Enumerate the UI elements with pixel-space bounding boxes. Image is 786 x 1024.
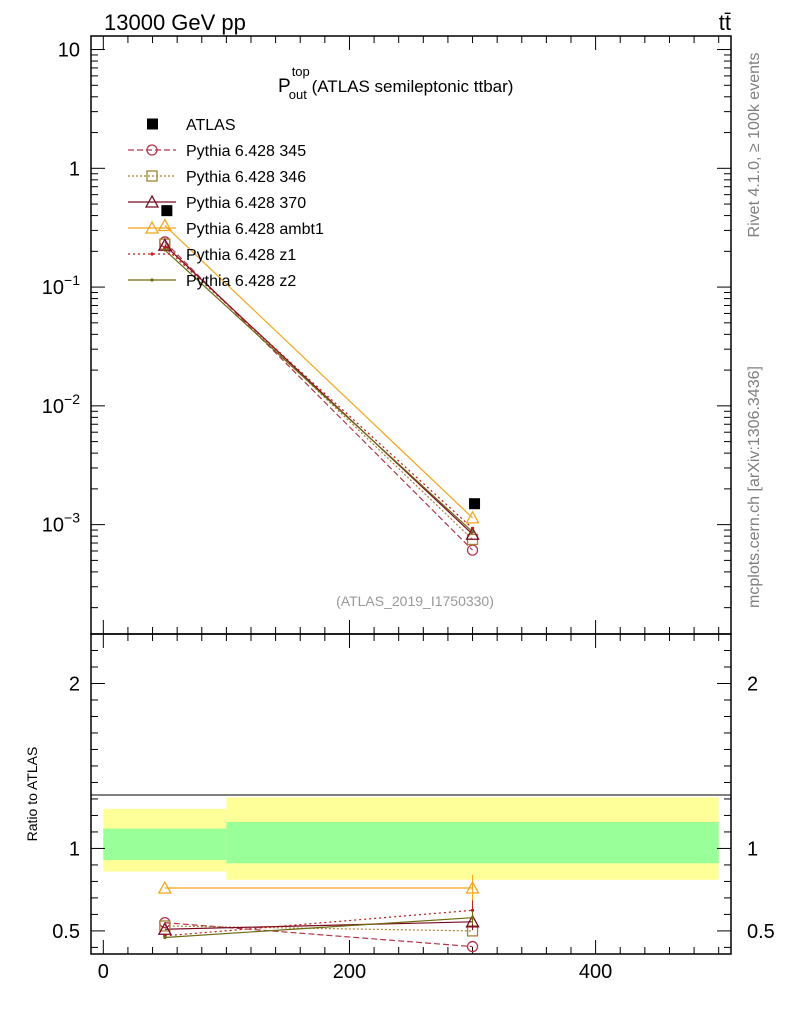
legend-label-pythia-6-428-370: Pythia 6.428 370 [186, 195, 306, 212]
y-tick-exponent: −2 [64, 391, 80, 407]
x-tick-label: 0 [98, 961, 109, 983]
ratio-y-label-left: 1 [69, 838, 80, 860]
legend-marker-pythia-6-428-z1 [150, 252, 154, 256]
main-line-pythia-6-428-346 [164, 243, 473, 540]
ratio-marker-pythia-6-428-345 [466, 940, 479, 953]
legend-marker-pythia-6-428-346 [146, 170, 158, 182]
ratio-line-pythia-6-428-z1 [164, 909, 473, 937]
legend-label-pythia-6-428-z1: Pythia 6.428 z1 [186, 247, 296, 264]
main-line-pythia-6-428-370 [164, 244, 473, 535]
ratio-marker-pythia-6-428-z2 [163, 935, 167, 940]
ratio-y-label-right: 1 [747, 838, 758, 860]
y-tick-base: 10 [42, 515, 64, 537]
main-marker-pythia-6-428-345 [466, 544, 479, 556]
legend-label-pythia-6-428-345: Pythia 6.428 345 [186, 143, 306, 160]
title-sup: top [292, 64, 310, 79]
y-tick-label: 1 [69, 158, 80, 180]
ratio-marker-pythia-6-428-z2 [470, 916, 475, 920]
ratio-marker-pythia-6-428-z1 [470, 908, 475, 912]
main-line-pythia-6-428-z2 [164, 249, 473, 533]
ratio-line-pythia-6-428-z2 [164, 917, 473, 939]
x-tick-label: 400 [579, 961, 612, 983]
legend-marker-pythia-6-428-370 [144, 194, 160, 208]
legend-label-atlas: ATLAS [186, 117, 236, 134]
ratio-plot: 0.5 0.5 1 1 2 2 0 200 400 Ratio to ATLAS [24, 633, 775, 983]
ratio-line-pythia-6-428-345 [164, 922, 473, 948]
y-tick-label: 10 [58, 40, 80, 62]
main-marker-pythia-6-428-z2 [163, 248, 167, 252]
main-marker-pythia-6-428-ambt1 [157, 218, 172, 232]
main-marker-pythia-6-428-z1 [163, 245, 167, 250]
ratio-marker-pythia-6-428-ambt1 [465, 880, 480, 894]
ratio-axis-ticks: 0.5 0.5 1 1 2 2 0 200 400 [52, 633, 775, 983]
y-tick-base: 10 [42, 277, 64, 299]
main-marker-pythia-6-428-z2 [470, 530, 475, 534]
ratio-band-inner-0 [103, 828, 227, 860]
main-line-pythia-6-428-ambt1 [164, 225, 473, 519]
legend-label-pythia-6-428-346: Pythia 6.428 346 [186, 169, 306, 186]
ratio-ylabel: Ratio to ATLAS [24, 747, 40, 842]
main-title: Ptop out (ATLAS semileptonic ttbar) [278, 64, 513, 102]
legend-marker-pythia-6-428-345 [146, 144, 158, 156]
ratio-markers [157, 874, 480, 953]
ratio-marker-pythia-6-428-ambt1 [157, 880, 172, 894]
header-right: tt̄ [719, 10, 731, 35]
y-tick-label: 10−2 [42, 391, 80, 418]
y-tick-label: 10−1 [42, 272, 80, 299]
atlas-data-point [469, 498, 481, 510]
ratio-marker-pythia-6-428-370 [465, 914, 480, 928]
ratio-marker-pythia-6-428-346 [159, 920, 171, 932]
legend-swatch-atlas [147, 118, 158, 130]
title-rest: (ATLAS semileptonic ttbar) [307, 77, 514, 96]
ratio-y-label-right: 2 [747, 673, 758, 695]
main-marker-pythia-6-428-ambt1 [465, 510, 480, 524]
header-left: 13000 GeV pp [104, 10, 246, 35]
atlas-data-point [161, 205, 173, 217]
y-tick-exponent: −1 [64, 272, 80, 288]
main-marker-pythia-6-428-z1 [470, 526, 475, 530]
main-marker-pythia-6-428-370 [465, 526, 480, 540]
y-tick-base: 10 [42, 396, 64, 418]
rivet-label: Rivet 4.1.0, ≥ 100k events [746, 53, 763, 238]
y-tick-exponent: −3 [64, 510, 80, 526]
ratio-frame [90, 633, 732, 955]
legend-marker-pythia-6-428-ambt1 [144, 220, 160, 234]
ratio-series-lines [164, 887, 473, 948]
legend-label-pythia-6-428-z2: Pythia 6.428 z2 [186, 273, 296, 290]
main-series-lines [164, 225, 473, 551]
x-tick-label: 200 [333, 961, 366, 983]
title-sub: out [289, 87, 307, 102]
ratio-line-pythia-6-428-346 [164, 925, 473, 932]
y-tick-label: 10−3 [42, 510, 80, 537]
ratio-y-label-right: 0.5 [747, 921, 775, 943]
ratio-y-label-left: 0.5 [52, 921, 80, 943]
main-markers [157, 205, 481, 556]
mcplots-label: mcplots.cern.ch [arXiv:1306.3436] [746, 366, 763, 608]
legend: ATLAS Pythia 6.428 345 Pythia 6.428 346 Pyt… [128, 117, 324, 290]
ratio-bands [103, 797, 719, 880]
ratio-band-inner-1 [226, 822, 719, 864]
analysis-watermark: (ATLAS_2019_I1750330) [336, 593, 494, 609]
title-base: P [278, 76, 291, 97]
legend-label-pythia-6-428-ambt1: Pythia 6.428 ambt1 [186, 221, 324, 238]
ratio-line-pythia-6-428-370 [164, 921, 473, 930]
ratio-y-label-left: 2 [69, 673, 80, 695]
legend-marker-pythia-6-428-z2 [150, 278, 154, 282]
